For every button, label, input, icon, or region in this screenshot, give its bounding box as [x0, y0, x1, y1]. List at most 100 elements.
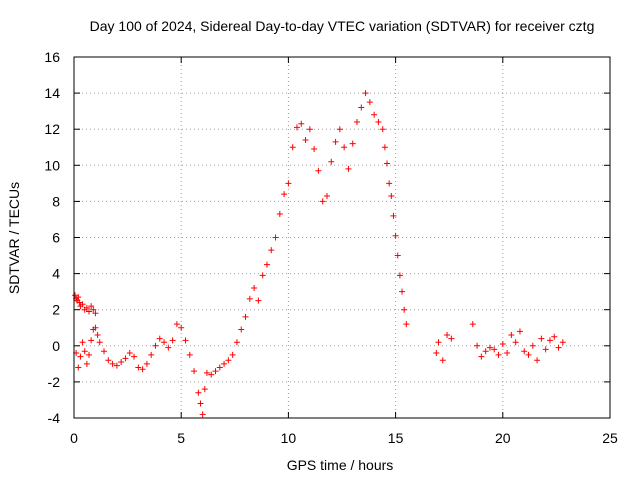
data-point: [173, 321, 180, 328]
chart-title: Day 100 of 2024, Sidereal Day-to-day VTE…: [90, 18, 595, 34]
data-point: [182, 337, 189, 344]
data-point: [525, 351, 532, 358]
data-point: [101, 348, 108, 355]
data-point: [504, 350, 511, 357]
x-tick-label: 5: [177, 430, 185, 446]
data-point: [83, 304, 90, 311]
data-point: [495, 351, 502, 358]
data-point: [251, 285, 258, 292]
data-point: [86, 351, 93, 358]
data-point: [229, 351, 236, 358]
x-tick-label: 0: [70, 430, 78, 446]
data-point: [508, 331, 515, 338]
data-point: [199, 411, 206, 418]
data-point: [96, 339, 103, 346]
data-point: [165, 344, 172, 351]
data-point: [375, 118, 382, 125]
data-point: [75, 364, 82, 371]
data-point: [551, 333, 558, 340]
data-point: [263, 261, 270, 268]
y-axis-label: SDTVAR / TECUs: [6, 182, 22, 294]
data-point: [79, 301, 86, 308]
data-point: [559, 339, 566, 346]
y-tick-label: -4: [48, 410, 61, 426]
data-point: [315, 167, 322, 174]
data-point: [491, 346, 498, 353]
data-point: [521, 348, 528, 355]
data-point: [379, 126, 386, 133]
data-point: [469, 321, 476, 328]
y-tick-label: 12: [44, 121, 60, 137]
data-point: [358, 104, 365, 111]
data-point: [403, 321, 410, 328]
y-tick-label: 4: [52, 266, 60, 282]
y-tick-label: 0: [52, 338, 60, 354]
data-point: [289, 144, 296, 151]
data-point: [255, 297, 262, 304]
data-point: [113, 362, 120, 369]
data-point: [512, 339, 519, 346]
data-point: [75, 294, 82, 301]
data-point: [396, 272, 403, 279]
data-point: [529, 342, 536, 349]
data-point: [156, 335, 163, 342]
data-point: [195, 389, 202, 396]
data-point: [293, 124, 300, 131]
data-point: [161, 339, 168, 346]
y-tick-label: 10: [44, 157, 60, 173]
data-point: [538, 335, 545, 342]
data-point: [276, 211, 283, 218]
data-point: [386, 180, 393, 187]
data-point: [362, 90, 369, 97]
data-point: [242, 313, 249, 320]
data-point: [478, 353, 485, 360]
data-point: [542, 346, 549, 353]
data-point: [201, 386, 208, 393]
data-point: [474, 342, 481, 349]
data-point: [88, 303, 95, 310]
data-point: [268, 247, 275, 254]
data-point: [298, 120, 305, 127]
data-point: [319, 198, 326, 205]
data-point: [76, 299, 83, 306]
data-point: [109, 360, 116, 367]
data-point: [126, 350, 133, 357]
data-point: [555, 344, 562, 351]
data-point: [332, 138, 339, 145]
data-point: [381, 144, 388, 151]
data-point: [444, 331, 451, 338]
x-tick-label: 20: [495, 430, 511, 446]
y-tick-label: 16: [44, 49, 60, 65]
data-point: [118, 359, 125, 366]
data-point: [216, 364, 223, 371]
data-point: [122, 355, 129, 362]
data-point: [534, 357, 541, 364]
data-marks: [72, 90, 566, 418]
data-point: [390, 212, 397, 219]
data-point: [486, 344, 493, 351]
data-point: [191, 368, 198, 375]
data-point: [208, 371, 215, 378]
data-point: [238, 326, 245, 333]
data-point: [148, 351, 155, 358]
data-point: [401, 306, 408, 313]
y-tick-label: 2: [52, 302, 60, 318]
data-point: [233, 339, 240, 346]
data-point: [392, 232, 399, 239]
x-tick-label: 15: [388, 430, 404, 446]
data-point: [72, 292, 79, 299]
y-tick-label: 8: [52, 193, 60, 209]
data-point: [152, 342, 159, 349]
axis-ticks: 0 5 10 15 20 25 -4 -2 0 2 4 6 8 10 12 14 16: [44, 49, 618, 446]
data-point: [86, 308, 93, 315]
x-axis-label: GPS time / hours: [287, 457, 394, 473]
data-point: [272, 234, 279, 241]
y-tick-label: -2: [48, 374, 61, 390]
data-point: [259, 272, 266, 279]
grid: [74, 57, 610, 418]
data-point: [306, 126, 313, 133]
data-point: [281, 191, 288, 198]
data-point: [399, 288, 406, 295]
data-point: [169, 337, 176, 344]
